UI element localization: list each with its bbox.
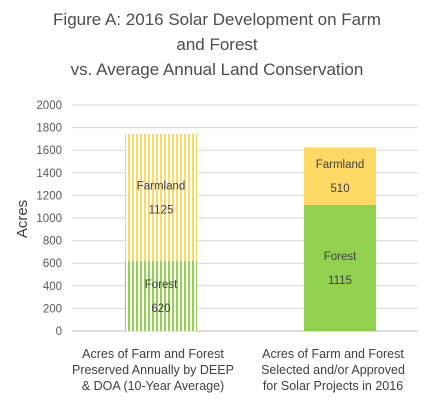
bar-forest-2 — [304, 205, 376, 331]
x-category-label-2: Acres of Farm and Forest Selected and/or… — [250, 346, 416, 394]
data-label: 510 — [330, 183, 349, 195]
x-category-label-1-line-1: Acres of Farm and Forest — [82, 347, 224, 361]
y-tick-label: 1800 — [36, 123, 62, 135]
segment-name-label: Forest — [324, 251, 357, 263]
segment-name-label: Farmland — [316, 159, 365, 171]
y-tick-label: 1200 — [36, 190, 62, 202]
y-tick-label: 400 — [43, 281, 62, 293]
bar-farmland-2 — [304, 147, 376, 206]
y-tick-label: 1400 — [36, 168, 62, 180]
bar-farmland-1 — [125, 133, 197, 261]
data-label: 1125 — [149, 204, 174, 216]
chart-title-line-1: Figure A: 2016 Solar Development on Farm — [53, 10, 381, 29]
x-category-label-2-line-3: for Solar Projects in 2016 — [262, 379, 404, 393]
y-tick-label: 1000 — [36, 213, 62, 225]
y-tick-label: 0 — [56, 326, 62, 338]
y-tick-label: 1600 — [36, 145, 62, 157]
chart-title-line-3: vs. Average Annual Land Conservation — [70, 60, 364, 79]
x-category-label-2-line-1: Acres of Farm and Forest — [262, 347, 404, 361]
y-tick-label: 2000 — [36, 100, 62, 112]
x-category-label-2-line-2: Selected and/or Approved — [261, 363, 405, 377]
segment-name-label: Farmland — [137, 180, 186, 192]
data-label: 620 — [151, 303, 170, 315]
x-category-label-1-line-2: Preserved Annually by DEEP — [72, 363, 234, 377]
segment-name-label: Forest — [145, 279, 178, 291]
bar-forest-1 — [125, 260, 197, 331]
data-label: 1115 — [328, 275, 352, 287]
y-tick-label: 600 — [43, 258, 62, 270]
x-category-label-1-line-3: & DOA (10-Year Average) — [81, 379, 225, 393]
y-tick-label: 800 — [43, 236, 62, 248]
y-tick-label: 200 — [43, 303, 62, 315]
chart-title-line-2: and Forest — [176, 35, 258, 54]
y-axis-title: Acres — [14, 200, 31, 238]
x-category-label-1: Acres of Farm and Forest Preserved Annua… — [70, 346, 236, 394]
